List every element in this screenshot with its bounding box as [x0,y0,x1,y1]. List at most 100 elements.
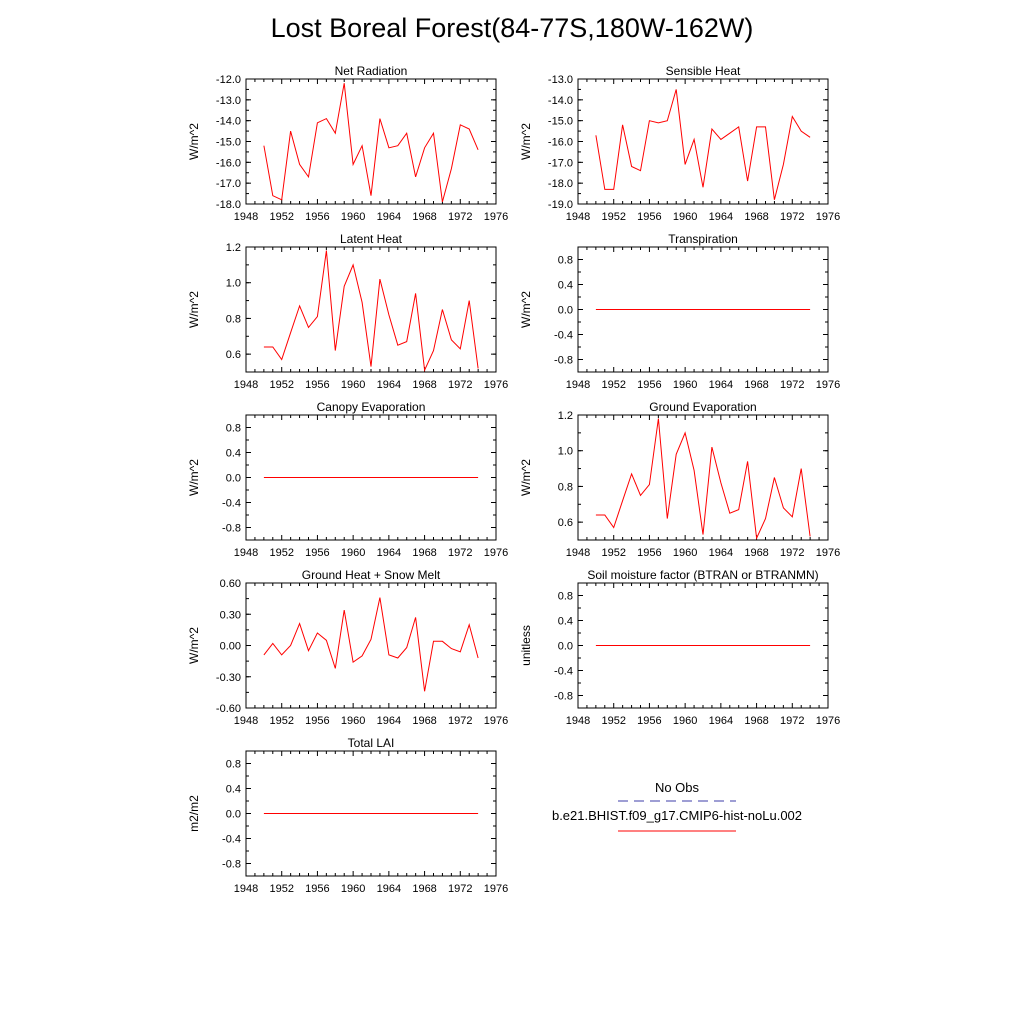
y-tick-label: -18.0 [548,178,573,190]
y-axis-label: W/m^2 [187,123,201,160]
x-tick-label: 1948 [566,211,590,223]
y-tick-label: -17.0 [216,178,241,190]
x-tick-label: 1960 [673,211,697,223]
panel-title: Ground Heat + Snow Melt [302,568,441,582]
panel-title: Latent Heat [340,232,403,246]
x-tick-label: 1952 [269,211,293,223]
y-axis-label: W/m^2 [187,627,201,664]
panel-title: Canopy Evaporation [317,400,426,414]
x-tick-label: 1964 [709,715,733,727]
x-tick-label: 1948 [566,547,590,559]
y-tick-label: 0.30 [220,609,241,621]
series-line [263,250,479,373]
y-tick-label: -0.8 [554,355,573,367]
x-tick-label: 1972 [448,883,472,895]
page-title: Lost Boreal Forest(84-77S,180W-162W) [270,13,754,43]
x-tick-label: 1960 [341,547,365,559]
x-tick-label: 1952 [601,379,625,391]
y-tick-label: 0.8 [226,313,241,325]
y-tick-label: 0.8 [558,591,573,603]
y-tick-label: -0.30 [216,672,241,684]
x-tick-label: 1972 [780,211,804,223]
series-line [595,89,811,200]
x-tick-label: 1972 [448,211,472,223]
x-tick-label: 1956 [305,211,329,223]
x-tick-label: 1964 [377,379,401,391]
x-tick-label: 1972 [448,547,472,559]
x-tick-label: 1976 [484,547,508,559]
y-tick-label: -14.0 [216,116,241,128]
x-tick-label: 1968 [744,715,768,727]
series-line [595,418,811,541]
y-tick-label: 0.8 [226,423,241,435]
x-tick-label: 1952 [601,211,625,223]
y-tick-label: 1.2 [226,242,241,254]
panel-title: Net Radiation [335,64,408,78]
x-tick-label: 1956 [305,883,329,895]
x-tick-label: 1972 [448,379,472,391]
x-tick-label: 1948 [234,211,258,223]
x-tick-label: 1948 [566,715,590,727]
y-tick-label: -0.4 [222,834,241,846]
panel-4: Transpiration 1948 1952 1956 1960 1964 1968 197… [519,232,840,391]
y-tick-label: 0.00 [220,641,241,653]
y-tick-label: -16.0 [216,157,241,169]
y-tick-label: 1.0 [558,446,573,458]
x-tick-label: 1960 [673,547,697,559]
x-tick-label: 1968 [412,547,436,559]
panel-title: Ground Evaporation [649,400,756,414]
y-tick-label: 1.0 [226,278,241,290]
x-tick-label: 1948 [234,379,258,391]
x-tick-label: 1968 [744,211,768,223]
x-tick-label: 1968 [412,715,436,727]
y-tick-label: -15.0 [216,137,241,149]
panel-title: Transpiration [668,232,738,246]
y-tick-label: -0.8 [222,523,241,535]
x-tick-label: 1972 [780,547,804,559]
panel-title: Sensible Heat [666,64,741,78]
x-tick-label: 1976 [816,547,840,559]
panel-6: Ground Evaporation 1948 1952 1956 1960 1964 19… [519,400,840,559]
x-tick-label: 1960 [341,211,365,223]
y-tick-label: 0.0 [558,641,573,653]
x-tick-label: 1960 [673,379,697,391]
panel-3: Latent Heat 1948 1952 1956 1960 1964 1968 1972 1… [187,232,508,391]
x-tick-label: 1964 [377,547,401,559]
panel-title: Soil moisture factor (BTRAN or BTRANMN) [587,568,818,582]
x-tick-label: 1952 [269,883,293,895]
x-tick-label: 1968 [412,379,436,391]
panel-1: Net Radiation 1948 1952 1956 1960 1964 1968 197… [187,64,508,223]
x-tick-label: 1960 [341,379,365,391]
x-tick-label: 1964 [377,883,401,895]
x-tick-label: 1964 [709,379,733,391]
y-tick-label: 0.8 [226,759,241,771]
x-tick-label: 1976 [816,211,840,223]
x-tick-label: 1960 [341,883,365,895]
y-tick-label: -17.0 [548,157,573,169]
x-tick-label: 1956 [637,379,661,391]
x-tick-label: 1968 [744,547,768,559]
x-tick-label: 1956 [637,211,661,223]
x-tick-label: 1952 [269,547,293,559]
y-tick-label: -0.4 [222,498,241,510]
y-tick-label: -18.0 [216,199,241,211]
x-tick-label: 1956 [305,379,329,391]
y-tick-label: 0.4 [226,784,241,796]
x-tick-label: 1972 [780,715,804,727]
y-tick-label: 0.60 [220,578,241,590]
x-tick-label: 1964 [709,547,733,559]
x-tick-label: 1948 [234,883,258,895]
panel-5: Canopy Evaporation 1948 1952 1956 1960 1964 19… [187,400,508,559]
x-tick-label: 1960 [673,715,697,727]
y-axis-label: W/m^2 [519,291,533,328]
y-tick-label: 0.6 [558,517,573,529]
legend-obs-label: No Obs [655,780,700,795]
x-tick-label: 1948 [234,547,258,559]
x-tick-label: 1976 [484,211,508,223]
legend-model-label: b.e21.BHIST.f09_g17.CMIP6-hist-noLu.002 [552,808,802,823]
y-tick-label: -0.4 [554,666,573,678]
x-tick-label: 1952 [269,379,293,391]
y-tick-label: 0.4 [226,448,241,460]
y-tick-label: -14.0 [548,95,573,107]
